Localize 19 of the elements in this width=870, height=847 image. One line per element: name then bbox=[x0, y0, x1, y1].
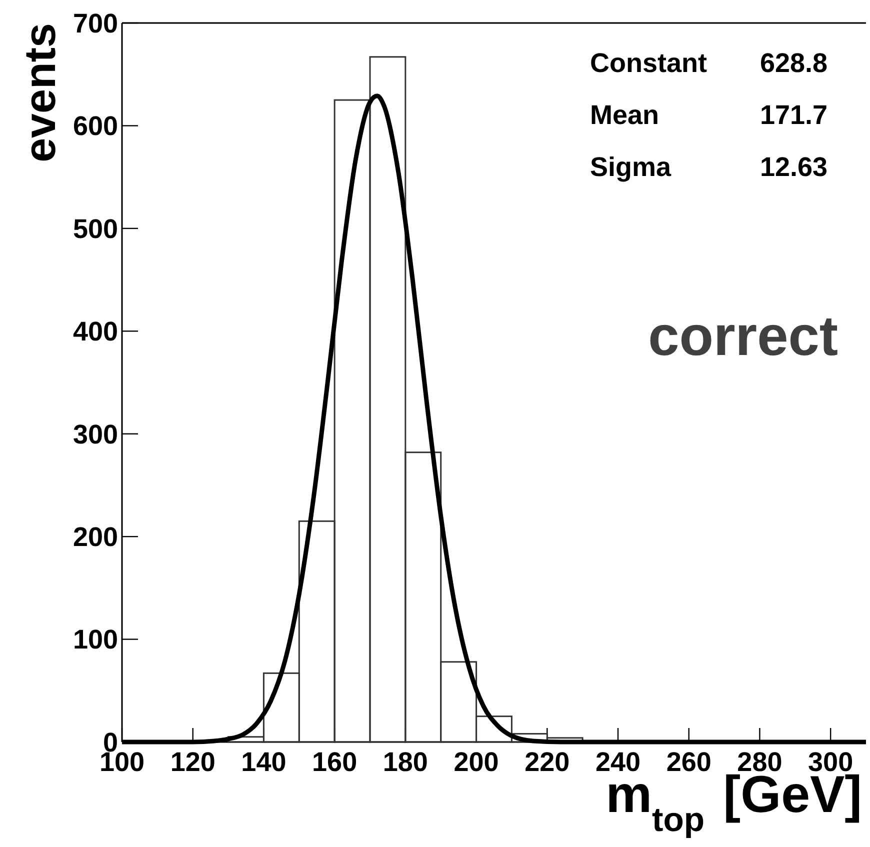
x-tick-label: 180 bbox=[382, 747, 428, 778]
text: Constant 628.8 bbox=[590, 48, 828, 78]
y-tick-label: 100 bbox=[72, 624, 118, 655]
y-tick-label: 300 bbox=[72, 419, 118, 450]
annotation: correct bbox=[648, 304, 838, 367]
x-tick-label: 200 bbox=[454, 747, 499, 778]
y-axis-title: events bbox=[16, 23, 65, 162]
x-tick-label: 220 bbox=[524, 747, 570, 778]
y-tick-label: 600 bbox=[72, 111, 118, 142]
x-tick-label: 160 bbox=[312, 747, 358, 778]
y-tick-label: 400 bbox=[72, 316, 118, 347]
x-tick-label: 120 bbox=[170, 747, 216, 778]
y-tick-label: 700 bbox=[72, 8, 118, 38]
text: Sigma 12.63 bbox=[590, 152, 828, 182]
text: Mean 171.7 bbox=[590, 100, 828, 130]
x-tick-label: 140 bbox=[241, 747, 286, 778]
y-tick-label: 500 bbox=[72, 214, 118, 244]
x-tick-label: 260 bbox=[666, 747, 712, 778]
y-tick-label: 200 bbox=[72, 522, 118, 552]
